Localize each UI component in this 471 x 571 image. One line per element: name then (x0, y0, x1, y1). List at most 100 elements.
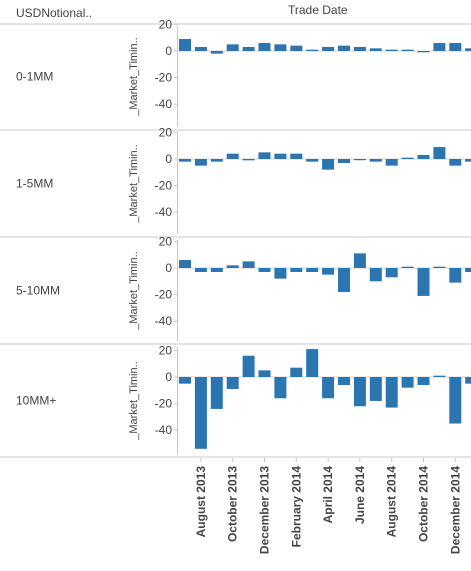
y-tick-label: 20 (159, 343, 173, 357)
bar (306, 159, 319, 162)
y-tick-label: 0 (165, 44, 172, 58)
y-tick-label: -20 (155, 179, 173, 193)
bar (210, 377, 223, 409)
bar (194, 268, 207, 272)
bar (433, 147, 446, 159)
bar (417, 51, 430, 53)
bar (449, 159, 462, 166)
bar (210, 51, 223, 54)
bar (417, 377, 430, 385)
bar (338, 159, 350, 163)
bar (401, 49, 414, 51)
bar (210, 159, 223, 162)
y-tick-label: 0 (165, 370, 172, 384)
bar (401, 157, 414, 159)
bar (385, 268, 398, 278)
bar (465, 48, 471, 51)
bar (290, 367, 303, 377)
bar (322, 159, 335, 170)
bar (226, 265, 239, 268)
bar (242, 261, 255, 268)
bar (258, 152, 271, 159)
x-tick-label: August 2013 (194, 466, 208, 538)
bar (449, 377, 462, 424)
y-tick-label: -40 (155, 314, 173, 328)
y-axis-title: _Market_Timin.. (128, 144, 140, 223)
bar (385, 377, 398, 408)
x-tick-label: October 2013 (226, 466, 240, 542)
row-label: 1-5MM (16, 177, 53, 191)
row-label: 5-10MM (16, 284, 60, 298)
bar (258, 43, 271, 51)
y-axis-title: _Market_Timin.. (128, 361, 140, 440)
bar (433, 43, 446, 51)
bar (290, 153, 303, 159)
row-label: 0-1MM (16, 70, 53, 84)
bar (338, 268, 350, 292)
bar (353, 159, 366, 161)
bar (338, 377, 350, 385)
bar (369, 377, 382, 401)
x-tick-label: February 2014 (289, 466, 303, 548)
bar (226, 153, 239, 159)
bar (465, 377, 471, 384)
bar (465, 159, 471, 162)
row-label: 10MM+ (16, 394, 56, 408)
bar (401, 377, 414, 388)
bar (417, 155, 430, 159)
y-tick-label: 0 (165, 152, 172, 166)
bar (306, 268, 319, 272)
y-tick-label: 20 (159, 125, 173, 139)
y-tick-label: 20 (159, 17, 173, 31)
bar (226, 377, 239, 389)
bar (353, 377, 366, 407)
bar (274, 153, 287, 159)
bar (433, 375, 446, 377)
bar (210, 268, 223, 272)
bar (242, 47, 255, 51)
bar (369, 268, 382, 282)
bar (449, 43, 462, 51)
bar (369, 48, 382, 51)
x-tick-label: August 2014 (385, 466, 399, 538)
bar (226, 44, 239, 51)
y-tick-label: -40 (155, 97, 173, 111)
bar (274, 44, 287, 51)
bar (449, 268, 462, 283)
y-tick-label: 0 (165, 261, 172, 275)
bar (290, 45, 303, 51)
bar (353, 253, 366, 268)
bar (385, 159, 398, 166)
bar (194, 159, 207, 166)
bar (242, 355, 255, 377)
x-tick-label: December 2013 (258, 466, 272, 554)
bar (258, 370, 271, 377)
bar (258, 268, 271, 272)
bar (306, 49, 319, 51)
bar (179, 260, 191, 268)
row-field-header: USDNotional.. (16, 6, 93, 20)
column-field-header: Trade Date (288, 3, 348, 17)
bar (194, 377, 207, 449)
bar (274, 268, 287, 279)
x-tick-label: October 2014 (417, 466, 431, 542)
bar (306, 349, 319, 377)
y-tick-label: -40 (155, 423, 173, 437)
bar (242, 159, 255, 161)
bar (194, 47, 207, 51)
bar (322, 268, 335, 275)
y-tick-label: -20 (155, 397, 173, 411)
y-axis-title: _Market_Timin.. (128, 37, 140, 116)
y-tick-label: -20 (155, 71, 173, 85)
bar (369, 159, 382, 162)
bar (179, 159, 191, 162)
bar (385, 49, 398, 51)
bar (322, 47, 335, 51)
bar (433, 266, 446, 268)
bar (353, 47, 366, 51)
bar (290, 268, 303, 272)
x-tick-label: June 2014 (353, 466, 367, 524)
bar (322, 377, 335, 399)
bar (417, 268, 430, 296)
